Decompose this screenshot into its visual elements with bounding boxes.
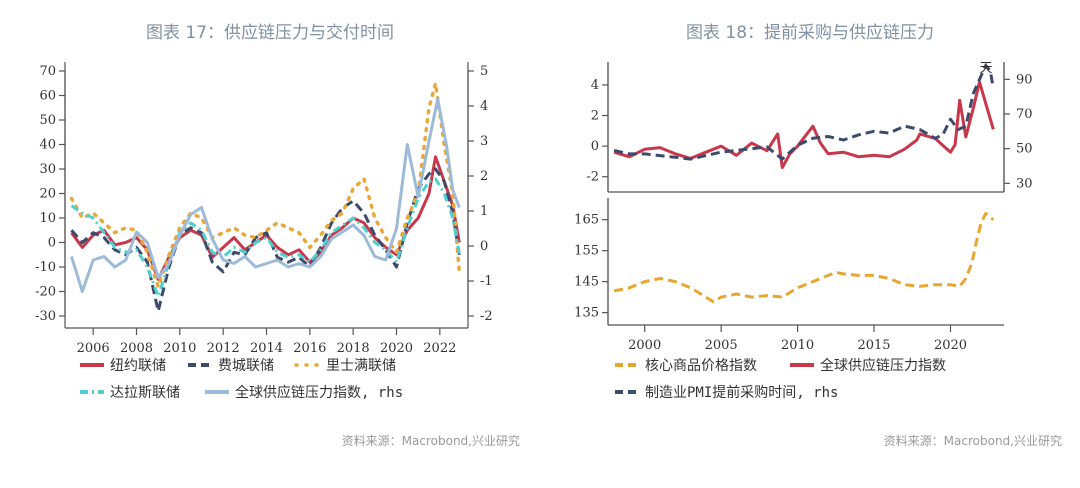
chart17-series-3 <box>70 177 461 298</box>
chart18-x-tick-label: 2010 <box>781 338 814 353</box>
chart18-panel0-right-tick-label: 50 <box>1016 142 1033 157</box>
chart17-right-tick-label: 5 <box>480 64 488 79</box>
chart17-title: 图表 17：供应链压力与交付时间 <box>145 23 395 43</box>
legend-label: 达拉斯联储 <box>110 385 180 401</box>
chart17-series-4 <box>70 97 461 293</box>
chart17-x-tick-label: 2006 <box>77 341 110 356</box>
chart17-right-tick-label: -1 <box>480 274 493 289</box>
chart17-left-tick-label: 30 <box>39 162 56 177</box>
legend-label: 全球供应链压力指数 <box>820 357 946 374</box>
chart18-x-tick-label: 2015 <box>857 338 890 353</box>
chart17-left-tick-label: -30 <box>35 309 56 324</box>
chart18-panel0-left-tick-label: 2 <box>591 109 599 124</box>
chart18-title: 图表 18：提前采购与供应链压力 <box>685 23 935 43</box>
chart18-panel0-left-tick-label: 4 <box>591 78 599 93</box>
chart17-x-tick-label: 2012 <box>207 341 240 356</box>
legend-label: 制造业PMI提前采购时间, rhs <box>645 384 838 401</box>
chart17-right-tick-label: 3 <box>480 134 488 149</box>
chart18-x-tick-label: 2005 <box>705 338 738 353</box>
chart17-left-tick-label: 40 <box>39 138 56 153</box>
chart17-x-tick-label: 2010 <box>163 341 196 356</box>
chart17-left-tick-label: -20 <box>35 285 56 300</box>
legend-label: 纽约联储 <box>110 358 166 374</box>
chart17-x-tick-label: 2018 <box>337 341 370 356</box>
chart18-panel1-left-tick-label: 135 <box>574 306 599 321</box>
chart17-left-tick-label: 0 <box>48 236 56 251</box>
legend-label: 核心商品价格指数 <box>645 358 757 374</box>
legend-label: 费城联储 <box>218 358 274 374</box>
chart17-x-tick-label: 2020 <box>380 341 413 356</box>
chart17-left-tick-label: 20 <box>39 187 56 202</box>
chart17-right-tick-label: 2 <box>480 169 488 184</box>
chart18-x-tick-label: 2000 <box>628 338 661 353</box>
chart18-annotation: 天 <box>979 61 992 76</box>
chart17-x-tick-label: 2016 <box>293 341 326 356</box>
chart18-panel0-right-tick-label: 70 <box>1016 107 1033 122</box>
chart18-x-tick-label: 2020 <box>934 338 967 353</box>
chart18-source: 资料来源：Macrobond,兴业研究 <box>883 434 1062 448</box>
chart18-panel0-right-tick-label: 90 <box>1016 72 1033 87</box>
chart17-left-tick-label: -10 <box>35 260 56 275</box>
chart18-series-2 <box>613 64 995 161</box>
legend-label: 全球供应链压力指数, rhs <box>235 384 403 401</box>
chart17-source: 资料来源：Macrobond,兴业研究 <box>341 434 520 448</box>
chart18-panel1-left-tick-label: 155 <box>574 244 599 259</box>
legend-label: 里士满联储 <box>326 358 396 374</box>
chart17-right-tick-label: 1 <box>480 204 488 219</box>
chart17-x-tick-label: 2014 <box>250 341 283 356</box>
chart18-panel1-left-tick-label: 165 <box>574 213 599 228</box>
chart17-right-tick-label: 4 <box>480 99 488 114</box>
chart17-right-tick-label: 0 <box>480 239 488 254</box>
chart17-right-tick-label: -2 <box>480 309 493 324</box>
chart18-panel1-left-tick-label: 145 <box>574 275 599 290</box>
chart18-panel0-left-tick-label: 0 <box>591 139 599 154</box>
chart17-left-tick-label: 10 <box>39 211 56 226</box>
chart17-left-tick-label: 70 <box>39 64 56 79</box>
chart18-panel0-right-tick-label: 30 <box>1016 176 1033 191</box>
chart18-series-1 <box>613 80 995 169</box>
chart17-left-tick-label: 60 <box>39 89 56 104</box>
chart17-series-0 <box>70 155 461 281</box>
chart18-series-0 <box>613 212 995 304</box>
chart17-x-tick-label: 2008 <box>120 341 153 356</box>
chart18-panel0-left-tick-label: -2 <box>586 170 599 185</box>
chart17-x-tick-label: 2022 <box>423 341 456 356</box>
chart17-left-tick-label: 50 <box>39 113 56 128</box>
